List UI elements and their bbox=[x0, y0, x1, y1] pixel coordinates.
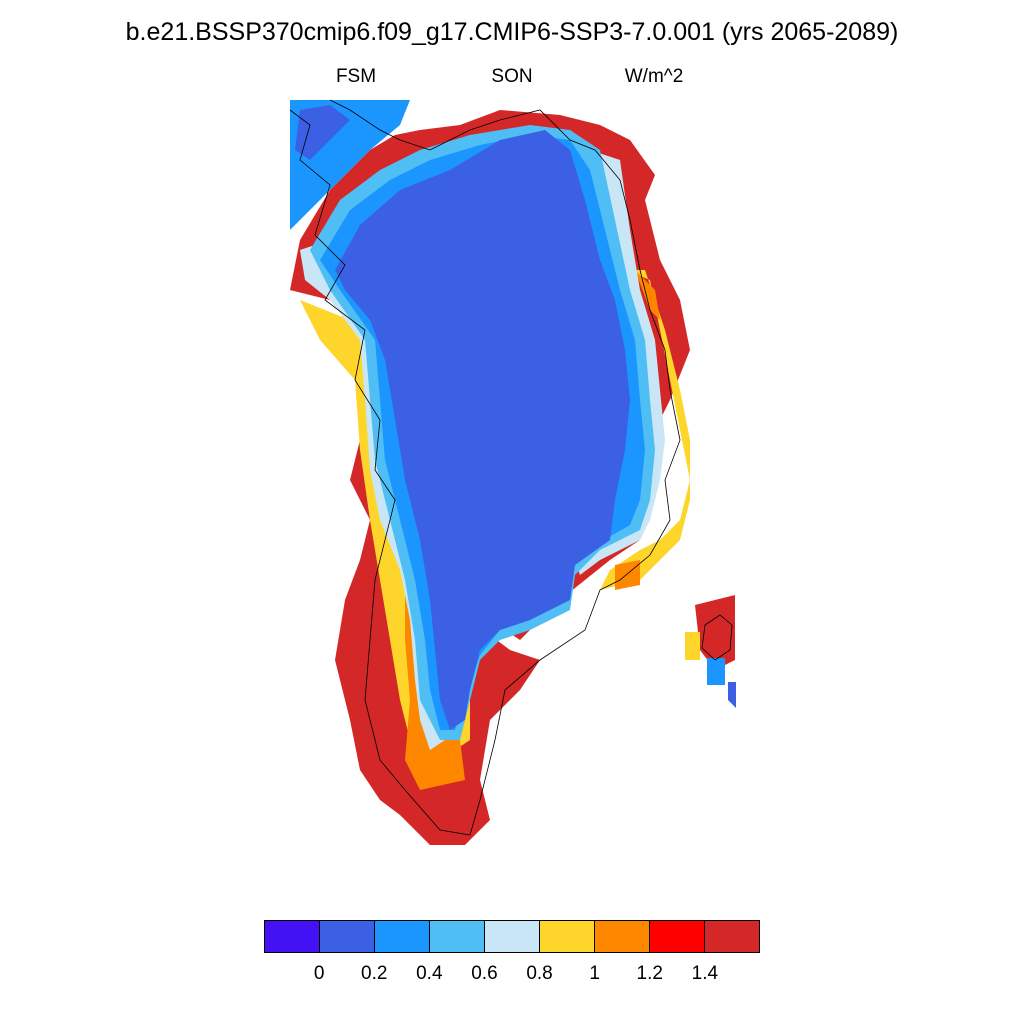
variable-label: FSM bbox=[335, 66, 377, 87]
colorbar-tick-label: 0.8 bbox=[526, 963, 553, 984]
colorbar-tick-label: 0.4 bbox=[416, 963, 443, 984]
colorbar-swatch bbox=[320, 921, 375, 952]
colorbar-tick-label: 1.2 bbox=[636, 963, 663, 984]
colorbar-swatch bbox=[540, 921, 595, 952]
colorbar-swatch bbox=[265, 921, 320, 952]
coastline bbox=[289, 99, 681, 836]
units-label: W/m^2 bbox=[624, 66, 684, 87]
season-label: SON bbox=[491, 66, 533, 87]
iceland-yellow bbox=[685, 632, 700, 660]
colorbar-swatch bbox=[485, 921, 540, 952]
colorbar-swatch bbox=[375, 921, 430, 952]
colorbar-swatch bbox=[430, 921, 485, 952]
colorbar-swatch bbox=[705, 921, 759, 952]
colorbar-swatch bbox=[650, 921, 705, 952]
colorbar bbox=[264, 920, 760, 953]
ice-sheet-interior bbox=[335, 130, 630, 730]
east-band-orange bbox=[615, 270, 660, 590]
iceland-blue bbox=[707, 658, 725, 685]
colorbar-tick-label: 1.4 bbox=[691, 963, 719, 984]
colorbar-tick-label: 1 bbox=[589, 963, 600, 984]
iceland-coastline bbox=[701, 614, 733, 661]
east-band-yellow bbox=[600, 270, 690, 590]
colorbar-tick-label: 0.2 bbox=[361, 963, 388, 984]
colorbar-tick-label: 0 bbox=[313, 963, 325, 984]
nw-island-dark bbox=[295, 105, 350, 160]
colorbar-swatch bbox=[595, 921, 650, 952]
iceland-dark-blue bbox=[728, 682, 736, 708]
colorbar-tick-label: 0.6 bbox=[471, 963, 498, 984]
plot-title: b.e21.BSSP370cmip6.f09_g17.CMIP6-SSP3-7.… bbox=[125, 18, 899, 46]
